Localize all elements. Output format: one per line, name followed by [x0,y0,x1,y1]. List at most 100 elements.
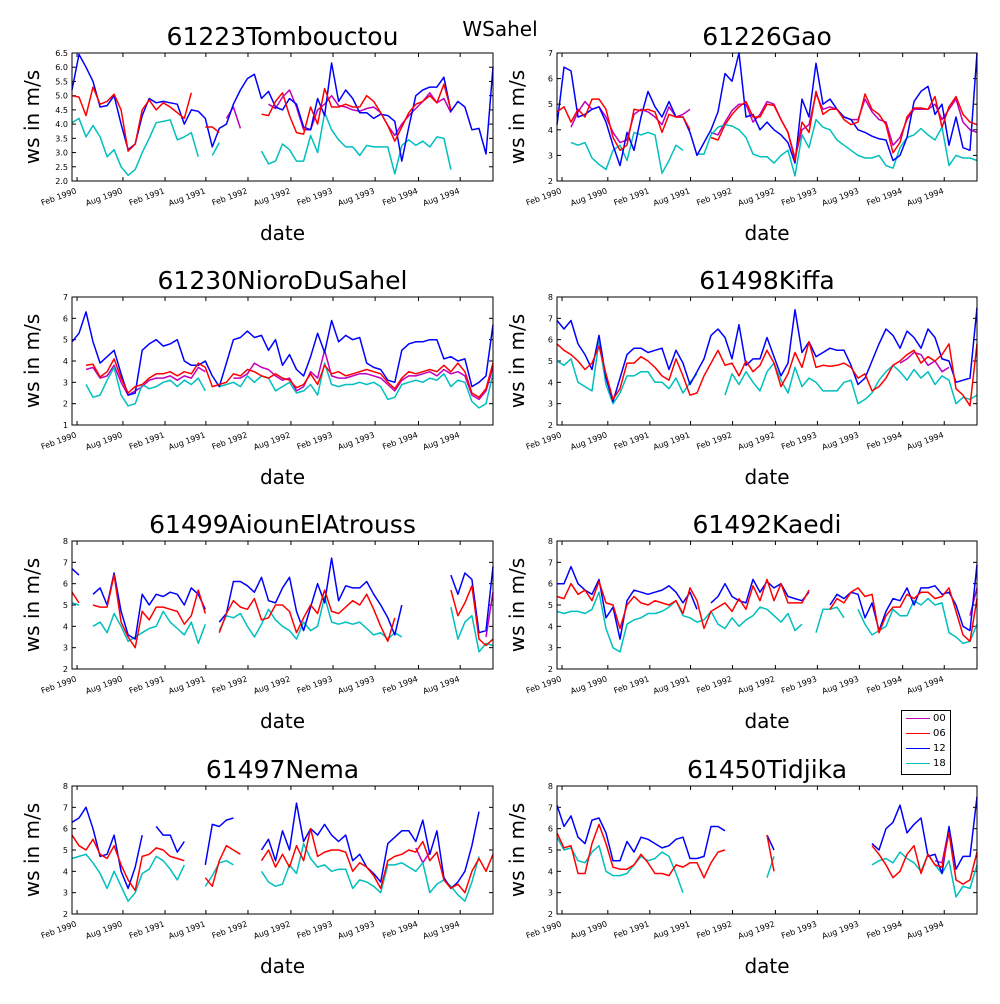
legend-item-12: 12 [902,742,950,756]
series-00 [485,592,494,638]
y-tick-label: 2 [548,665,553,674]
legend-swatch-06 [906,733,930,734]
y-tick-label: 6 [548,75,553,84]
x-axis-label: date [260,221,305,245]
series-06 [556,90,978,162]
x-tick-label: Feb 1993 [780,674,818,695]
y-tick-label: 4 [548,867,553,876]
legend-label-12: 12 [933,743,946,754]
series-18 [570,118,978,177]
x-tick-label: Feb 1990 [525,919,563,940]
y-tick-label: 7 [548,314,553,323]
plot-frame [556,540,978,670]
panel-title: 61497Nema [206,755,359,784]
y-tick-label: 3 [548,400,553,409]
y-axis-label: ws in m/s [20,314,44,408]
series-00 [570,93,978,159]
series-06 [85,358,494,399]
y-tick-label: 5 [63,601,68,610]
x-tick-label: Aug 1994 [422,674,461,696]
y-tick-label: 7 [63,293,68,302]
x-tick-label: Feb 1991 [128,430,166,451]
series-18 [556,591,978,653]
y-tick-label: 6 [548,336,553,345]
y-tick-label: 7 [548,49,553,58]
y-axis-label: ws in m/s [505,314,529,408]
x-tick-label: Aug 1994 [906,919,945,941]
y-tick-label: 3 [63,644,68,653]
y-axis-label: ws in m/s [505,803,529,897]
y-tick-label: 8 [63,782,68,791]
x-tick-label: Aug 1992 [737,674,776,696]
y-tick-label: 8 [548,537,553,546]
y-tick-label: 5 [548,601,553,610]
x-tick-label: Aug 1993 [821,430,860,452]
y-axis-label: ws in m/s [20,803,44,897]
y-tick-label: 5 [63,846,68,855]
y-tick-label: 7 [63,558,68,567]
series-06 [71,574,494,649]
x-tick-label: Aug 1992 [252,919,291,941]
x-tick-label: Aug 1990 [84,430,123,452]
x-tick-label: Aug 1993 [821,186,860,208]
y-tick-label: 5 [548,100,553,109]
y-tick-label: 6.0 [55,63,68,72]
legend-item-00: 00 [902,712,950,726]
y-tick-label: 3.5 [55,134,68,143]
y-tick-label: 3 [63,378,68,387]
x-tick-label: Feb 1992 [695,919,733,940]
x-tick-label: Feb 1992 [211,919,249,940]
x-tick-label: Feb 1991 [613,919,651,940]
panel-title: 61223Tombouctou [167,22,399,51]
x-tick-label: Feb 1991 [128,919,166,940]
series-06 [71,83,452,152]
legend: 00 06 12 18 [901,710,951,775]
x-tick-label: Feb 1994 [381,186,419,207]
legend-label-00: 00 [933,713,946,724]
y-tick-label: 2 [548,177,553,186]
x-tick-label: Feb 1991 [128,186,166,207]
y-axis-label: ws in m/s [505,70,529,164]
y-tick-label: 7 [63,803,68,812]
x-tick-label: Aug 1991 [167,919,206,941]
panel-title: 61226Gao [702,22,832,51]
y-tick-label: 3.0 [55,149,68,158]
y-tick-label: 4 [548,126,553,135]
y-tick-label: 2.5 [55,163,68,172]
y-tick-label: 8 [63,537,68,546]
series-12 [71,53,494,162]
series-12 [556,307,978,403]
panel-title: 61499AiounElAtrouss [149,510,416,539]
y-tick-label: 2 [548,421,553,430]
plot-frame [556,785,978,915]
x-tick-label: Feb 1990 [40,674,78,695]
y-tick-label: 5 [548,357,553,366]
plot-frame [71,52,494,182]
figure-title: WSahel [462,17,538,41]
x-tick-label: Feb 1990 [40,186,78,207]
x-tick-label: Feb 1990 [40,430,78,451]
x-tick-label: Aug 1991 [167,186,206,208]
y-tick-label: 6.5 [55,49,68,58]
panel-title: 61450Tidjika [687,755,847,784]
x-tick-label: Feb 1992 [695,674,733,695]
y-tick-label: 1 [63,421,68,430]
x-axis-label: date [744,465,789,489]
legend-item-18: 18 [902,757,950,771]
y-tick-label: 6 [548,580,553,589]
x-tick-label: Aug 1991 [652,186,691,208]
series-06 [71,827,494,894]
panel-61497Nema: 61497Nema 2 3 4 5 6 7 8 Feb 1990 Aug 1990 Feb 1991… [20,755,494,978]
x-axis-label: date [260,465,305,489]
x-tick-label: Feb 1991 [613,186,651,207]
x-tick-label: Aug 1992 [737,430,776,452]
x-axis-label: date [260,709,305,733]
x-tick-label: Feb 1993 [296,919,334,940]
y-tick-label: 5 [63,336,68,345]
series-18 [71,595,494,653]
y-tick-label: 6 [63,314,68,323]
legend-label-06: 06 [933,728,946,739]
legend-swatch-18 [906,763,930,764]
x-tick-label: Aug 1994 [906,674,945,696]
y-tick-label: 6 [63,580,68,589]
